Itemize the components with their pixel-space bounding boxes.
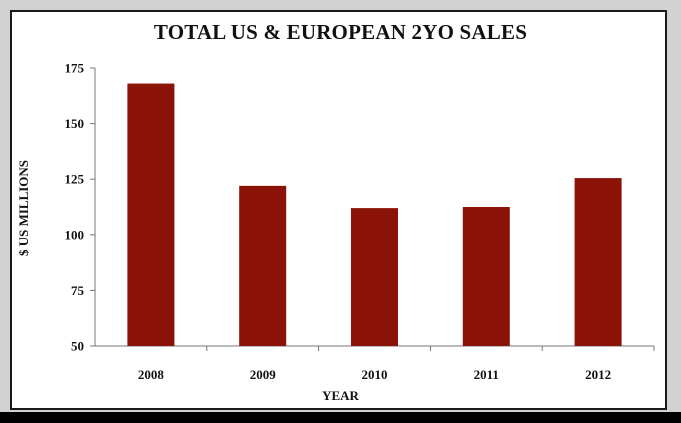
y-tick-label: 175 <box>65 61 85 76</box>
bars <box>127 83 622 347</box>
chart-panel <box>10 10 667 410</box>
bar-2010 <box>351 208 398 346</box>
y-tick-label: 75 <box>71 283 85 298</box>
bar-2012 <box>574 178 622 346</box>
y-tick-label: 125 <box>65 172 85 187</box>
x-tick-label: 2008 <box>138 367 165 382</box>
bar-2009 <box>239 185 287 346</box>
x-tick-label: 2012 <box>585 367 611 382</box>
x-tick-label: 2010 <box>362 367 388 382</box>
x-axis-title: YEAR <box>322 388 359 403</box>
chart-title: TOTAL US & EUROPEAN 2YO SALES <box>153 20 528 44</box>
y-tick-label: 100 <box>65 227 85 242</box>
y-tick-label: 150 <box>65 116 85 131</box>
y-tick-label: 50 <box>71 339 84 354</box>
x-tick-label: 2011 <box>474 367 499 382</box>
bar-2008 <box>127 83 175 347</box>
x-tick-label: 2009 <box>250 367 277 382</box>
tick-labels: 50 75 100 125 150 175 2008 2009 2010 2011 2012 <box>65 61 612 383</box>
bar-2011 <box>462 207 510 346</box>
